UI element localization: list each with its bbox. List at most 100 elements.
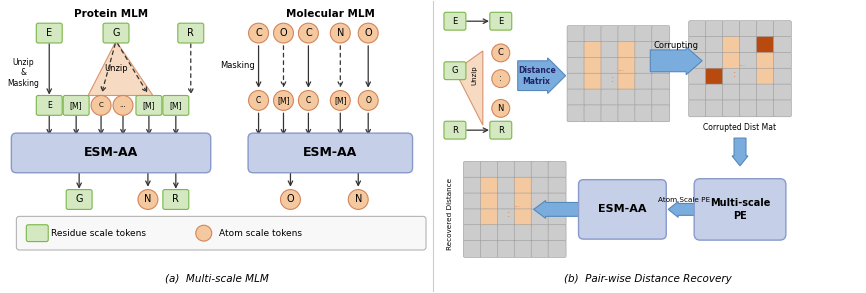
- Text: [M]: [M]: [170, 101, 182, 110]
- Text: N: N: [354, 195, 362, 205]
- Circle shape: [249, 91, 268, 110]
- FancyBboxPatch shape: [567, 57, 585, 74]
- FancyBboxPatch shape: [635, 26, 653, 42]
- Text: G: G: [452, 66, 458, 75]
- FancyBboxPatch shape: [601, 105, 619, 122]
- FancyArrow shape: [650, 47, 702, 75]
- Text: [M]: [M]: [143, 101, 155, 110]
- FancyArrow shape: [533, 200, 584, 218]
- FancyBboxPatch shape: [497, 241, 515, 258]
- FancyBboxPatch shape: [635, 105, 653, 122]
- FancyBboxPatch shape: [514, 161, 533, 178]
- FancyBboxPatch shape: [722, 100, 740, 117]
- FancyBboxPatch shape: [481, 161, 498, 178]
- FancyBboxPatch shape: [531, 193, 549, 210]
- FancyBboxPatch shape: [688, 100, 707, 117]
- FancyBboxPatch shape: [63, 96, 89, 115]
- FancyBboxPatch shape: [548, 161, 566, 178]
- FancyBboxPatch shape: [548, 209, 566, 226]
- Text: :: :: [733, 69, 735, 79]
- FancyBboxPatch shape: [103, 23, 129, 43]
- FancyBboxPatch shape: [444, 62, 466, 80]
- Circle shape: [492, 70, 510, 88]
- Text: O: O: [287, 195, 294, 205]
- Text: C: C: [306, 96, 311, 105]
- FancyBboxPatch shape: [706, 52, 724, 69]
- FancyBboxPatch shape: [497, 225, 515, 242]
- Circle shape: [91, 96, 111, 115]
- Text: Corrupting: Corrupting: [654, 42, 699, 50]
- FancyBboxPatch shape: [601, 89, 619, 106]
- FancyBboxPatch shape: [36, 96, 62, 115]
- FancyBboxPatch shape: [567, 42, 585, 58]
- FancyBboxPatch shape: [514, 225, 533, 242]
- Circle shape: [492, 99, 510, 117]
- FancyBboxPatch shape: [463, 177, 481, 194]
- Text: Residue scale tokens: Residue scale tokens: [51, 229, 146, 238]
- FancyBboxPatch shape: [248, 133, 412, 173]
- FancyBboxPatch shape: [490, 12, 512, 30]
- Text: [M]: [M]: [70, 101, 82, 110]
- Text: ...: ...: [514, 200, 520, 209]
- Text: R: R: [498, 126, 504, 135]
- Circle shape: [113, 96, 133, 115]
- FancyBboxPatch shape: [722, 21, 740, 38]
- FancyBboxPatch shape: [11, 133, 210, 173]
- FancyArrow shape: [669, 202, 700, 217]
- Text: G: G: [113, 28, 120, 38]
- FancyBboxPatch shape: [531, 161, 549, 178]
- FancyBboxPatch shape: [757, 37, 774, 53]
- FancyBboxPatch shape: [722, 52, 740, 69]
- FancyBboxPatch shape: [757, 21, 774, 38]
- Circle shape: [359, 23, 378, 43]
- Polygon shape: [455, 51, 483, 125]
- FancyBboxPatch shape: [757, 84, 774, 101]
- FancyBboxPatch shape: [706, 84, 724, 101]
- FancyArrow shape: [518, 58, 565, 93]
- FancyBboxPatch shape: [481, 193, 498, 210]
- Text: E: E: [452, 17, 457, 26]
- FancyBboxPatch shape: [652, 73, 669, 90]
- FancyBboxPatch shape: [688, 21, 707, 38]
- FancyBboxPatch shape: [740, 100, 758, 117]
- Circle shape: [281, 190, 301, 209]
- Text: ...: ...: [120, 102, 126, 108]
- FancyBboxPatch shape: [688, 84, 707, 101]
- FancyBboxPatch shape: [695, 179, 785, 240]
- FancyBboxPatch shape: [531, 241, 549, 258]
- Text: N: N: [145, 195, 152, 205]
- Text: C: C: [99, 102, 103, 108]
- Text: Multi-scale
PE: Multi-scale PE: [710, 198, 770, 221]
- FancyBboxPatch shape: [548, 177, 566, 194]
- FancyBboxPatch shape: [652, 26, 669, 42]
- FancyBboxPatch shape: [584, 57, 602, 74]
- FancyBboxPatch shape: [531, 225, 549, 242]
- Text: Recovered Distance: Recovered Distance: [447, 178, 453, 251]
- Circle shape: [330, 91, 350, 110]
- FancyBboxPatch shape: [497, 193, 515, 210]
- Text: :: :: [500, 74, 502, 83]
- FancyBboxPatch shape: [567, 73, 585, 90]
- Circle shape: [274, 23, 294, 43]
- FancyBboxPatch shape: [548, 225, 566, 242]
- FancyBboxPatch shape: [635, 73, 653, 90]
- FancyBboxPatch shape: [514, 193, 533, 210]
- FancyBboxPatch shape: [481, 209, 498, 226]
- FancyBboxPatch shape: [722, 68, 740, 85]
- FancyBboxPatch shape: [773, 52, 792, 69]
- FancyBboxPatch shape: [463, 209, 481, 226]
- FancyBboxPatch shape: [497, 209, 515, 226]
- FancyBboxPatch shape: [578, 180, 666, 239]
- FancyBboxPatch shape: [618, 89, 636, 106]
- FancyBboxPatch shape: [635, 42, 653, 58]
- FancyBboxPatch shape: [706, 21, 724, 38]
- FancyBboxPatch shape: [635, 57, 653, 74]
- FancyBboxPatch shape: [773, 21, 792, 38]
- FancyBboxPatch shape: [567, 89, 585, 106]
- FancyBboxPatch shape: [757, 100, 774, 117]
- FancyBboxPatch shape: [773, 37, 792, 53]
- FancyBboxPatch shape: [722, 37, 740, 53]
- FancyBboxPatch shape: [618, 57, 636, 74]
- Circle shape: [274, 91, 294, 110]
- Text: ESM-AA: ESM-AA: [84, 146, 139, 159]
